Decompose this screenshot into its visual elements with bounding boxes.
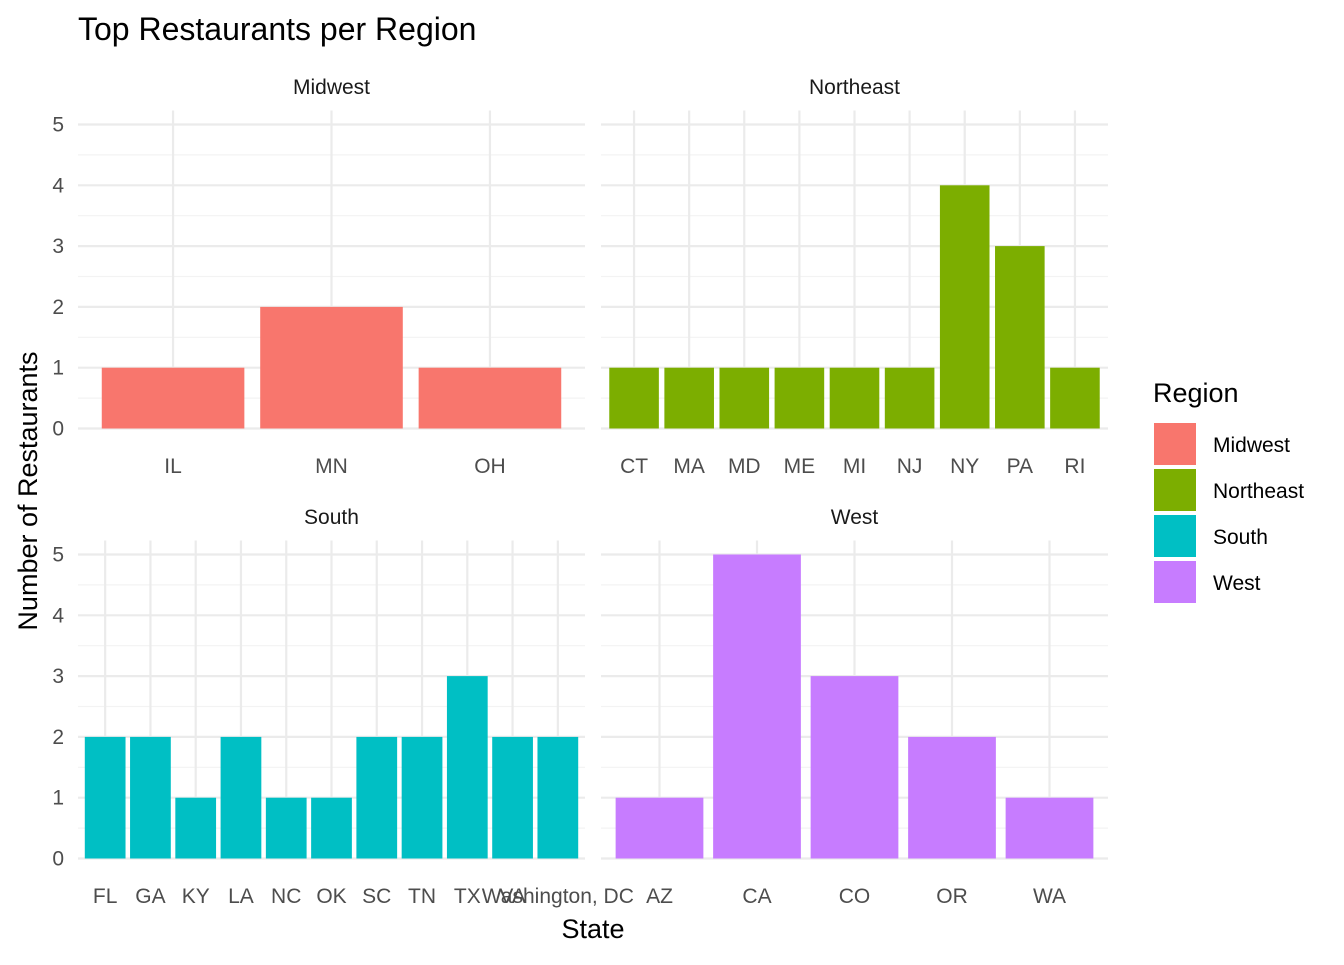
bar-northeast-ma <box>664 367 714 429</box>
x-tick-northeast-pa: PA <box>1007 455 1033 478</box>
legend-item-midwest: Midwest <box>1154 423 1290 465</box>
x-tick-south-ok: OK <box>316 885 346 908</box>
bar-south-nc <box>265 797 307 859</box>
bar-northeast-me <box>774 367 825 429</box>
x-tick-northeast-ri: RI <box>1064 455 1085 478</box>
x-tick-northeast-md: MD <box>728 455 761 478</box>
y-tick-midwest-2: 2 <box>52 296 64 319</box>
bar-south-tx <box>446 676 488 859</box>
facet-panels: Midwest IL MN OH 0 1 2 3 4 5 Northeast CT MA MD ME MI NJ… <box>52 76 1108 908</box>
bar-midwest-il <box>101 367 245 429</box>
bar-south-sc <box>356 736 398 859</box>
x-tick-south-sc: SC <box>362 885 391 908</box>
legend-item-south: South <box>1154 515 1268 557</box>
x-tick-midwest-oh: OH <box>474 455 506 478</box>
bar-northeast-pa <box>995 246 1045 429</box>
bar-south-va <box>492 736 533 859</box>
x-tick-west-az: AZ <box>646 885 673 908</box>
y-tick-midwest-0: 0 <box>52 418 64 441</box>
facet-label-south: South <box>304 506 359 529</box>
panel-west: West AZ CA CO OR WA <box>601 506 1108 908</box>
x-tick-northeast-ct: CT <box>620 455 648 478</box>
x-tick-west-ca: CA <box>742 885 771 908</box>
y-tick-south-0: 0 <box>52 848 64 871</box>
x-tick-northeast-ny: NY <box>950 455 979 478</box>
legend-swatch-northeast <box>1154 469 1196 511</box>
facet-label-west: West <box>831 506 879 529</box>
x-tick-south-tn: TN <box>408 885 436 908</box>
legend: Region Midwest Northeast South West <box>1153 378 1304 603</box>
bar-south-washington-dc <box>537 736 579 859</box>
x-tick-south-washington-dc: Washington, DC <box>482 885 634 908</box>
y-tick-south-3: 3 <box>52 665 64 688</box>
legend-swatch-west <box>1154 561 1196 603</box>
bar-northeast-md <box>719 367 770 429</box>
x-tick-south-la: LA <box>228 885 254 908</box>
bar-south-ky <box>175 797 217 859</box>
y-tick-midwest-3: 3 <box>52 235 64 258</box>
x-tick-west-wa: WA <box>1033 885 1066 908</box>
legend-title: Region <box>1153 378 1239 408</box>
x-tick-west-or: OR <box>936 885 968 908</box>
legend-label-midwest: Midwest <box>1213 434 1290 457</box>
facet-label-midwest: Midwest <box>293 76 370 99</box>
bar-west-ca <box>713 554 801 859</box>
legend-label-west: West <box>1213 572 1261 595</box>
y-tick-midwest-4: 4 <box>52 174 64 197</box>
x-tick-west-co: CO <box>839 885 871 908</box>
bar-south-ok <box>311 797 352 859</box>
panel-northeast: Northeast CT MA MD ME MI NJ NY PA RI <box>601 76 1108 478</box>
panel-midwest: Midwest IL MN OH 0 1 2 3 4 5 <box>52 76 585 478</box>
x-tick-northeast-me: ME <box>784 455 816 478</box>
y-tick-south-4: 4 <box>52 604 64 627</box>
bar-west-co <box>810 676 899 859</box>
x-tick-south-ky: KY <box>182 885 210 908</box>
bar-west-wa <box>1005 797 1094 859</box>
legend-swatch-midwest <box>1154 423 1196 465</box>
y-axis-title: Number of Restaurants <box>13 351 43 630</box>
y-tick-midwest-1: 1 <box>52 357 64 380</box>
y-tick-south-2: 2 <box>52 726 64 749</box>
x-tick-northeast-mi: MI <box>843 455 866 478</box>
x-tick-south-nc: NC <box>271 885 301 908</box>
bar-south-ga <box>130 736 171 859</box>
legend-label-south: South <box>1213 526 1268 549</box>
facet-label-northeast: Northeast <box>809 76 900 99</box>
bar-northeast-mi <box>829 367 880 429</box>
bar-south-la <box>220 736 262 859</box>
legend-swatch-south <box>1154 515 1196 557</box>
legend-item-west: West <box>1154 561 1261 603</box>
x-axis-title: State <box>561 914 624 944</box>
legend-item-northeast: Northeast <box>1154 469 1304 511</box>
bar-midwest-mn <box>260 306 403 429</box>
x-tick-midwest-il: IL <box>164 455 182 478</box>
y-tick-south-1: 1 <box>52 787 64 810</box>
bar-northeast-ri <box>1050 367 1100 429</box>
x-tick-south-va: VA <box>499 885 525 908</box>
bar-west-or <box>908 736 996 859</box>
bar-midwest-oh <box>418 367 562 429</box>
chart-title: Top Restaurants per Region <box>78 11 476 47</box>
x-tick-northeast-ma: MA <box>673 455 705 478</box>
x-tick-south-tx: TX <box>454 885 481 908</box>
x-tick-south-fl: FL <box>93 885 118 908</box>
bar-west-az <box>615 797 704 859</box>
legend-label-northeast: Northeast <box>1213 480 1304 503</box>
bar-northeast-nj <box>884 367 935 429</box>
bar-northeast-ct <box>609 367 659 429</box>
y-tick-south-5: 5 <box>52 544 64 567</box>
bar-south-tn <box>401 736 443 859</box>
legend-items: Midwest Northeast South West <box>1154 423 1304 603</box>
y-tick-midwest-5: 5 <box>52 114 64 137</box>
bar-south-fl <box>84 736 126 859</box>
bar-northeast-ny <box>939 185 990 429</box>
x-tick-south-ga: GA <box>135 885 165 908</box>
x-tick-midwest-mn: MN <box>315 455 348 478</box>
x-tick-northeast-nj: NJ <box>897 455 923 478</box>
